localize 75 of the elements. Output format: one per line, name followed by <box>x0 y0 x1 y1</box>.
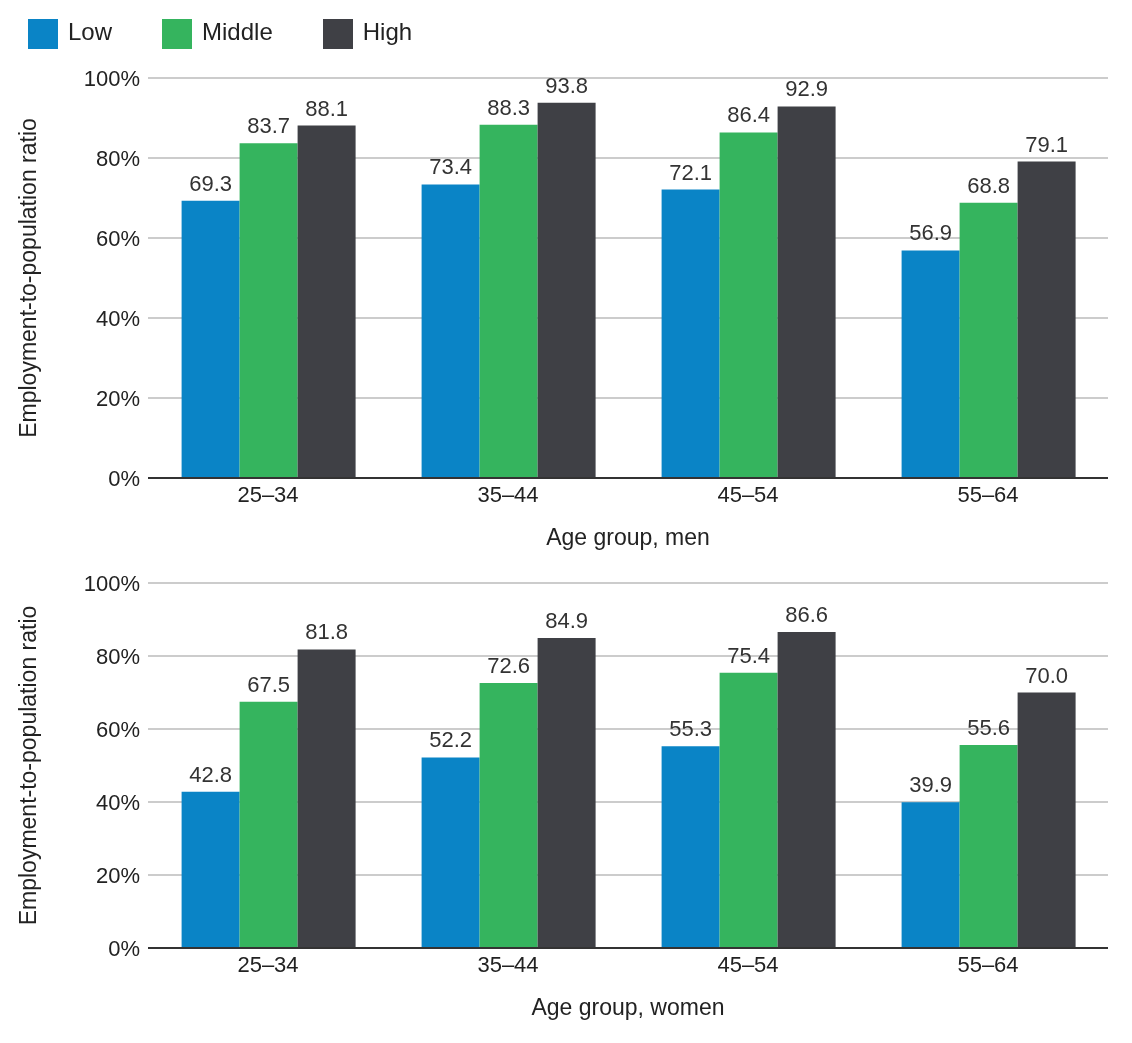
legend-label: High <box>362 18 413 45</box>
data-label: 93.8 <box>545 72 589 98</box>
y-tick-label: 60% <box>95 716 140 742</box>
data-label: 73.4 <box>429 154 473 180</box>
bar <box>421 757 480 948</box>
y-tick-label: 20% <box>95 385 140 411</box>
data-label: 86.6 <box>785 601 829 627</box>
legend-label: Low <box>68 18 113 45</box>
bar <box>537 638 596 948</box>
y-axis-title: Employment-to-population ratio <box>15 118 42 438</box>
data-label: 72.1 <box>669 159 713 185</box>
bar <box>719 672 778 948</box>
y-axis-title: Employment-to-population ratio <box>15 605 42 926</box>
data-label: 88.3 <box>487 94 531 120</box>
x-tick-label: 35–44 <box>477 951 539 977</box>
bar <box>959 745 1018 948</box>
data-label: 75.4 <box>727 642 771 668</box>
bar <box>181 791 240 948</box>
data-label: 86.4 <box>727 102 771 128</box>
bar <box>1017 161 1076 478</box>
bar <box>661 189 720 478</box>
bar <box>421 184 480 478</box>
bar <box>181 200 240 478</box>
bar <box>479 683 538 948</box>
data-label: 52.2 <box>429 727 473 753</box>
bar <box>777 631 836 948</box>
y-tick-label: 100% <box>83 570 140 596</box>
bar <box>661 746 720 948</box>
bar <box>777 106 836 478</box>
data-label: 84.9 <box>545 608 589 634</box>
bar <box>239 701 298 948</box>
y-tick-label: 0% <box>108 935 140 961</box>
x-axis-title: Age group, women <box>531 994 725 1020</box>
bar <box>1017 692 1076 948</box>
data-label: 42.8 <box>189 761 233 787</box>
bar <box>719 132 778 478</box>
x-tick-label: 55–64 <box>957 481 1019 507</box>
data-label: 79.1 <box>1025 131 1069 157</box>
bar <box>297 125 356 478</box>
legend-label: Middle <box>202 18 273 45</box>
bar <box>959 202 1018 478</box>
y-tick-label: 60% <box>95 225 140 251</box>
y-tick-label: 80% <box>95 643 140 669</box>
y-tick-label: 40% <box>95 305 140 331</box>
x-axis-title: Age group, men <box>546 524 710 550</box>
x-tick-label: 55–64 <box>957 951 1019 977</box>
data-label: 70.0 <box>1025 662 1069 688</box>
x-tick-label: 25–34 <box>237 481 299 507</box>
y-tick-label: 100% <box>83 65 140 91</box>
x-tick-label: 45–54 <box>717 951 779 977</box>
x-tick-label: 25–34 <box>237 951 299 977</box>
bar <box>901 802 960 948</box>
bar <box>239 143 298 478</box>
data-label: 55.3 <box>669 716 713 742</box>
bar <box>901 250 960 478</box>
data-label: 83.7 <box>247 113 291 139</box>
data-label: 67.5 <box>247 671 291 697</box>
data-label: 69.3 <box>189 170 233 196</box>
data-label: 68.8 <box>967 172 1011 198</box>
data-label: 81.8 <box>305 619 349 645</box>
data-label: 55.6 <box>967 715 1011 741</box>
y-tick-label: 80% <box>95 145 140 171</box>
data-label: 88.1 <box>305 95 349 121</box>
bar <box>479 124 538 478</box>
y-tick-label: 40% <box>95 789 140 815</box>
data-label: 56.9 <box>909 220 953 246</box>
x-tick-label: 45–54 <box>717 481 779 507</box>
data-label: 39.9 <box>909 772 953 798</box>
y-tick-label: 20% <box>95 862 140 888</box>
x-tick-label: 35–44 <box>477 481 539 507</box>
data-label: 92.9 <box>785 76 829 102</box>
bar <box>537 102 596 478</box>
bar <box>297 649 356 948</box>
data-label: 72.6 <box>487 653 531 679</box>
y-tick-label: 0% <box>108 465 140 491</box>
